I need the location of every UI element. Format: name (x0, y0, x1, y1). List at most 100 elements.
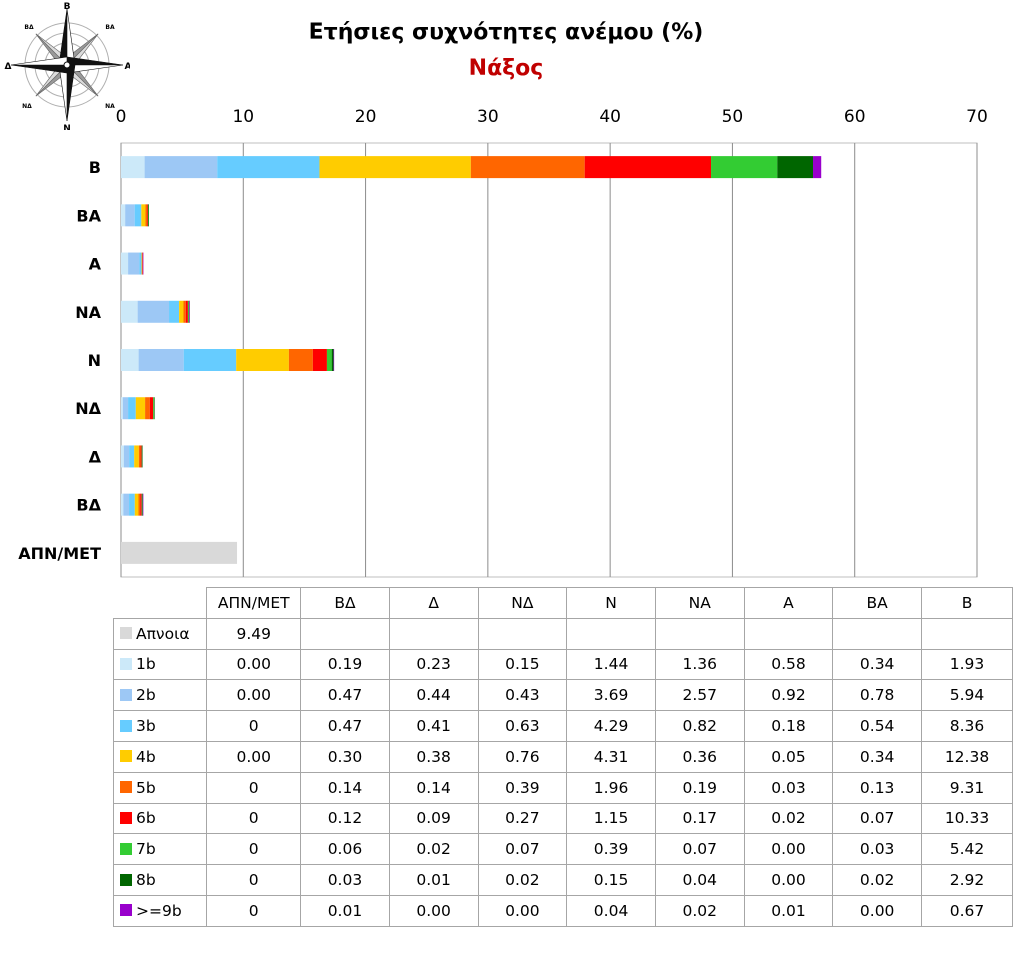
x-tick-label: 40 (599, 107, 621, 127)
table-cell: 0.02 (654, 894, 745, 927)
bar-segment (121, 445, 124, 468)
bar-segment (145, 397, 150, 420)
legend-entry: Απνοια (112, 617, 208, 650)
bar-segment (140, 493, 142, 516)
bar-segment (121, 300, 138, 323)
legend-entry: 5b (112, 771, 208, 804)
legend-swatch (120, 873, 132, 886)
table-cell: 0.15 (566, 864, 656, 896)
table-cell: 0.43 (477, 679, 568, 712)
bar-segment (121, 204, 126, 227)
bar-segment (125, 204, 135, 227)
table-row: 3b 0 0.47 0.41 0.63 4.29 0.82 0.18 0.54 8.36 (112, 710, 1013, 742)
legend-label: 8b (136, 871, 156, 890)
table-cell: 0.12 (300, 802, 390, 835)
y-tick-label: Ν (88, 351, 101, 370)
table-column-header: Β (921, 587, 1013, 619)
table-cell: 0.01 (388, 864, 479, 896)
bar-segment (179, 300, 184, 323)
legend-entry: 4b (112, 740, 208, 773)
table-cell: 0.13 (832, 771, 923, 804)
table-cell (300, 617, 390, 650)
legend-entry: 3b (112, 710, 208, 742)
bar-segment (183, 300, 186, 323)
chart-title: Ετήσιες συχνότητες ανέμου (%) (308, 20, 704, 45)
table-cell (654, 617, 745, 650)
table-cell: 0 (206, 894, 302, 927)
table-cell: 0.82 (654, 710, 745, 742)
y-tick-label: ΝΔ (75, 399, 101, 418)
bar-segment (121, 493, 124, 516)
legend-entry: 7b (112, 833, 208, 866)
bar-segment (185, 300, 188, 323)
bar-segment (149, 397, 154, 420)
legend-swatch (120, 750, 132, 763)
table-cell: 9.31 (921, 771, 1013, 804)
table-cell: 0.05 (743, 740, 834, 773)
bar-segment (187, 300, 189, 323)
table-row: 8b 0 0.03 0.01 0.02 0.15 0.04 0.00 0.02 2.92 (112, 864, 1013, 896)
legend-entry: >=9b (112, 894, 208, 927)
table-cell: 0 (206, 802, 302, 835)
table-cell (832, 617, 923, 650)
bar-segment (138, 493, 141, 516)
bar-segment (145, 204, 148, 227)
bar-segment (319, 156, 471, 179)
table-cell: 0.63 (477, 710, 568, 742)
legend-entry: 1b (112, 648, 208, 681)
table-row: 2b 0.00 0.47 0.44 0.43 3.69 2.57 0.92 0.78 5.94 (112, 679, 1013, 712)
table-corner (113, 587, 208, 619)
table-cell: 12.38 (921, 740, 1013, 773)
table-cell: 0.04 (654, 864, 745, 896)
table-column-header: Δ (388, 587, 479, 619)
table-cell: 0.00 (477, 894, 568, 927)
table-cell: 0.34 (832, 740, 923, 773)
y-tick-label: ΑΠΝ/ΜΕΤ (18, 544, 101, 563)
bar-segment (217, 156, 320, 179)
table-cell: 10.33 (921, 802, 1013, 835)
bar-segment (140, 445, 142, 468)
legend-label: Απνοια (136, 624, 190, 643)
legend-entry: 6b (112, 802, 208, 835)
legend-swatch (120, 688, 132, 701)
legend-entry: 8b (112, 864, 208, 896)
compass-label-ne: ΒΑ (105, 24, 115, 31)
legend-swatch (120, 904, 132, 917)
bar-segment (312, 349, 327, 371)
table-cell: 0.23 (388, 648, 479, 681)
bar-segment (188, 300, 190, 323)
legend-label: 2b (136, 686, 156, 705)
table-cell: 1.93 (921, 648, 1013, 681)
y-tick-label: Α (89, 255, 102, 274)
table-cell: 0.58 (743, 648, 834, 681)
legend-swatch (120, 781, 132, 794)
bar-segment (121, 397, 123, 420)
compass-label-se: ΝΑ (105, 103, 115, 110)
table-cell: 8.36 (921, 710, 1013, 742)
table-cell: 0.04 (566, 894, 656, 927)
legend-entry: 2b (112, 679, 208, 712)
y-tick-label: ΒΔ (76, 496, 101, 515)
x-tick-label: 30 (477, 107, 499, 127)
legend-swatch (120, 657, 132, 670)
table-cell: 0.44 (388, 679, 479, 712)
table-cell: 0.00 (743, 864, 834, 896)
table-cell (388, 617, 479, 650)
table-cell: 0 (206, 864, 302, 896)
table-cell: 0.14 (388, 771, 479, 804)
table-row: 4b 0.00 0.30 0.38 0.76 4.31 0.36 0.05 0.34 12.38 (112, 740, 1013, 773)
table-row: 7b 0 0.06 0.02 0.07 0.39 0.07 0.00 0.03 5.42 (112, 833, 1013, 866)
bar-segment (777, 156, 814, 179)
x-tick-label: 70 (966, 107, 988, 127)
y-tick-label: ΝΑ (75, 303, 101, 322)
legend-swatch (120, 627, 132, 640)
table-cell: 0.30 (300, 740, 390, 773)
table-cell: 0.00 (832, 894, 923, 927)
table-cell (477, 617, 568, 650)
table-cell: 9.49 (206, 617, 302, 650)
table-cell: 0.67 (921, 894, 1013, 927)
bar-segment (331, 349, 334, 371)
table-cell: 0.19 (654, 771, 745, 804)
bar-segment (121, 349, 139, 371)
